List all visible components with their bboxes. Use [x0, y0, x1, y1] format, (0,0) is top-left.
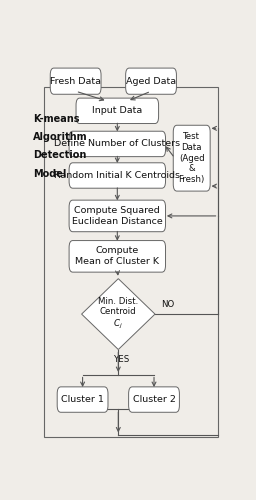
FancyBboxPatch shape [69, 200, 166, 232]
FancyBboxPatch shape [50, 68, 101, 94]
FancyBboxPatch shape [57, 387, 108, 412]
Text: YES: YES [114, 354, 130, 364]
Text: Algorithm: Algorithm [33, 132, 88, 142]
Text: Aged Data: Aged Data [126, 76, 176, 86]
FancyBboxPatch shape [69, 131, 166, 156]
FancyBboxPatch shape [69, 240, 166, 272]
Text: Define Number of Clusters: Define Number of Clusters [54, 140, 180, 148]
Text: NO: NO [161, 300, 174, 309]
Text: Random Initial K Centroids: Random Initial K Centroids [54, 171, 180, 180]
FancyBboxPatch shape [76, 98, 158, 124]
Text: Compute
Mean of Cluster K: Compute Mean of Cluster K [75, 246, 159, 266]
Text: Test
Data
(Aged
&
Fresh): Test Data (Aged & Fresh) [179, 132, 205, 184]
Text: K-means: K-means [33, 114, 80, 124]
Text: Min. Dist.
Centroid
$C_j$: Min. Dist. Centroid $C_j$ [98, 297, 138, 331]
Polygon shape [82, 278, 155, 349]
Text: Cluster 2: Cluster 2 [133, 395, 175, 404]
Text: Model: Model [33, 169, 66, 179]
Text: Detection: Detection [33, 150, 86, 160]
FancyBboxPatch shape [129, 387, 179, 412]
FancyBboxPatch shape [126, 68, 176, 94]
Text: Compute Squared
Euclidean Distance: Compute Squared Euclidean Distance [72, 206, 163, 226]
FancyBboxPatch shape [173, 126, 210, 191]
FancyBboxPatch shape [69, 163, 166, 188]
Text: Cluster 1: Cluster 1 [61, 395, 104, 404]
Text: Fresh Data: Fresh Data [50, 76, 101, 86]
Text: Input Data: Input Data [92, 106, 142, 116]
